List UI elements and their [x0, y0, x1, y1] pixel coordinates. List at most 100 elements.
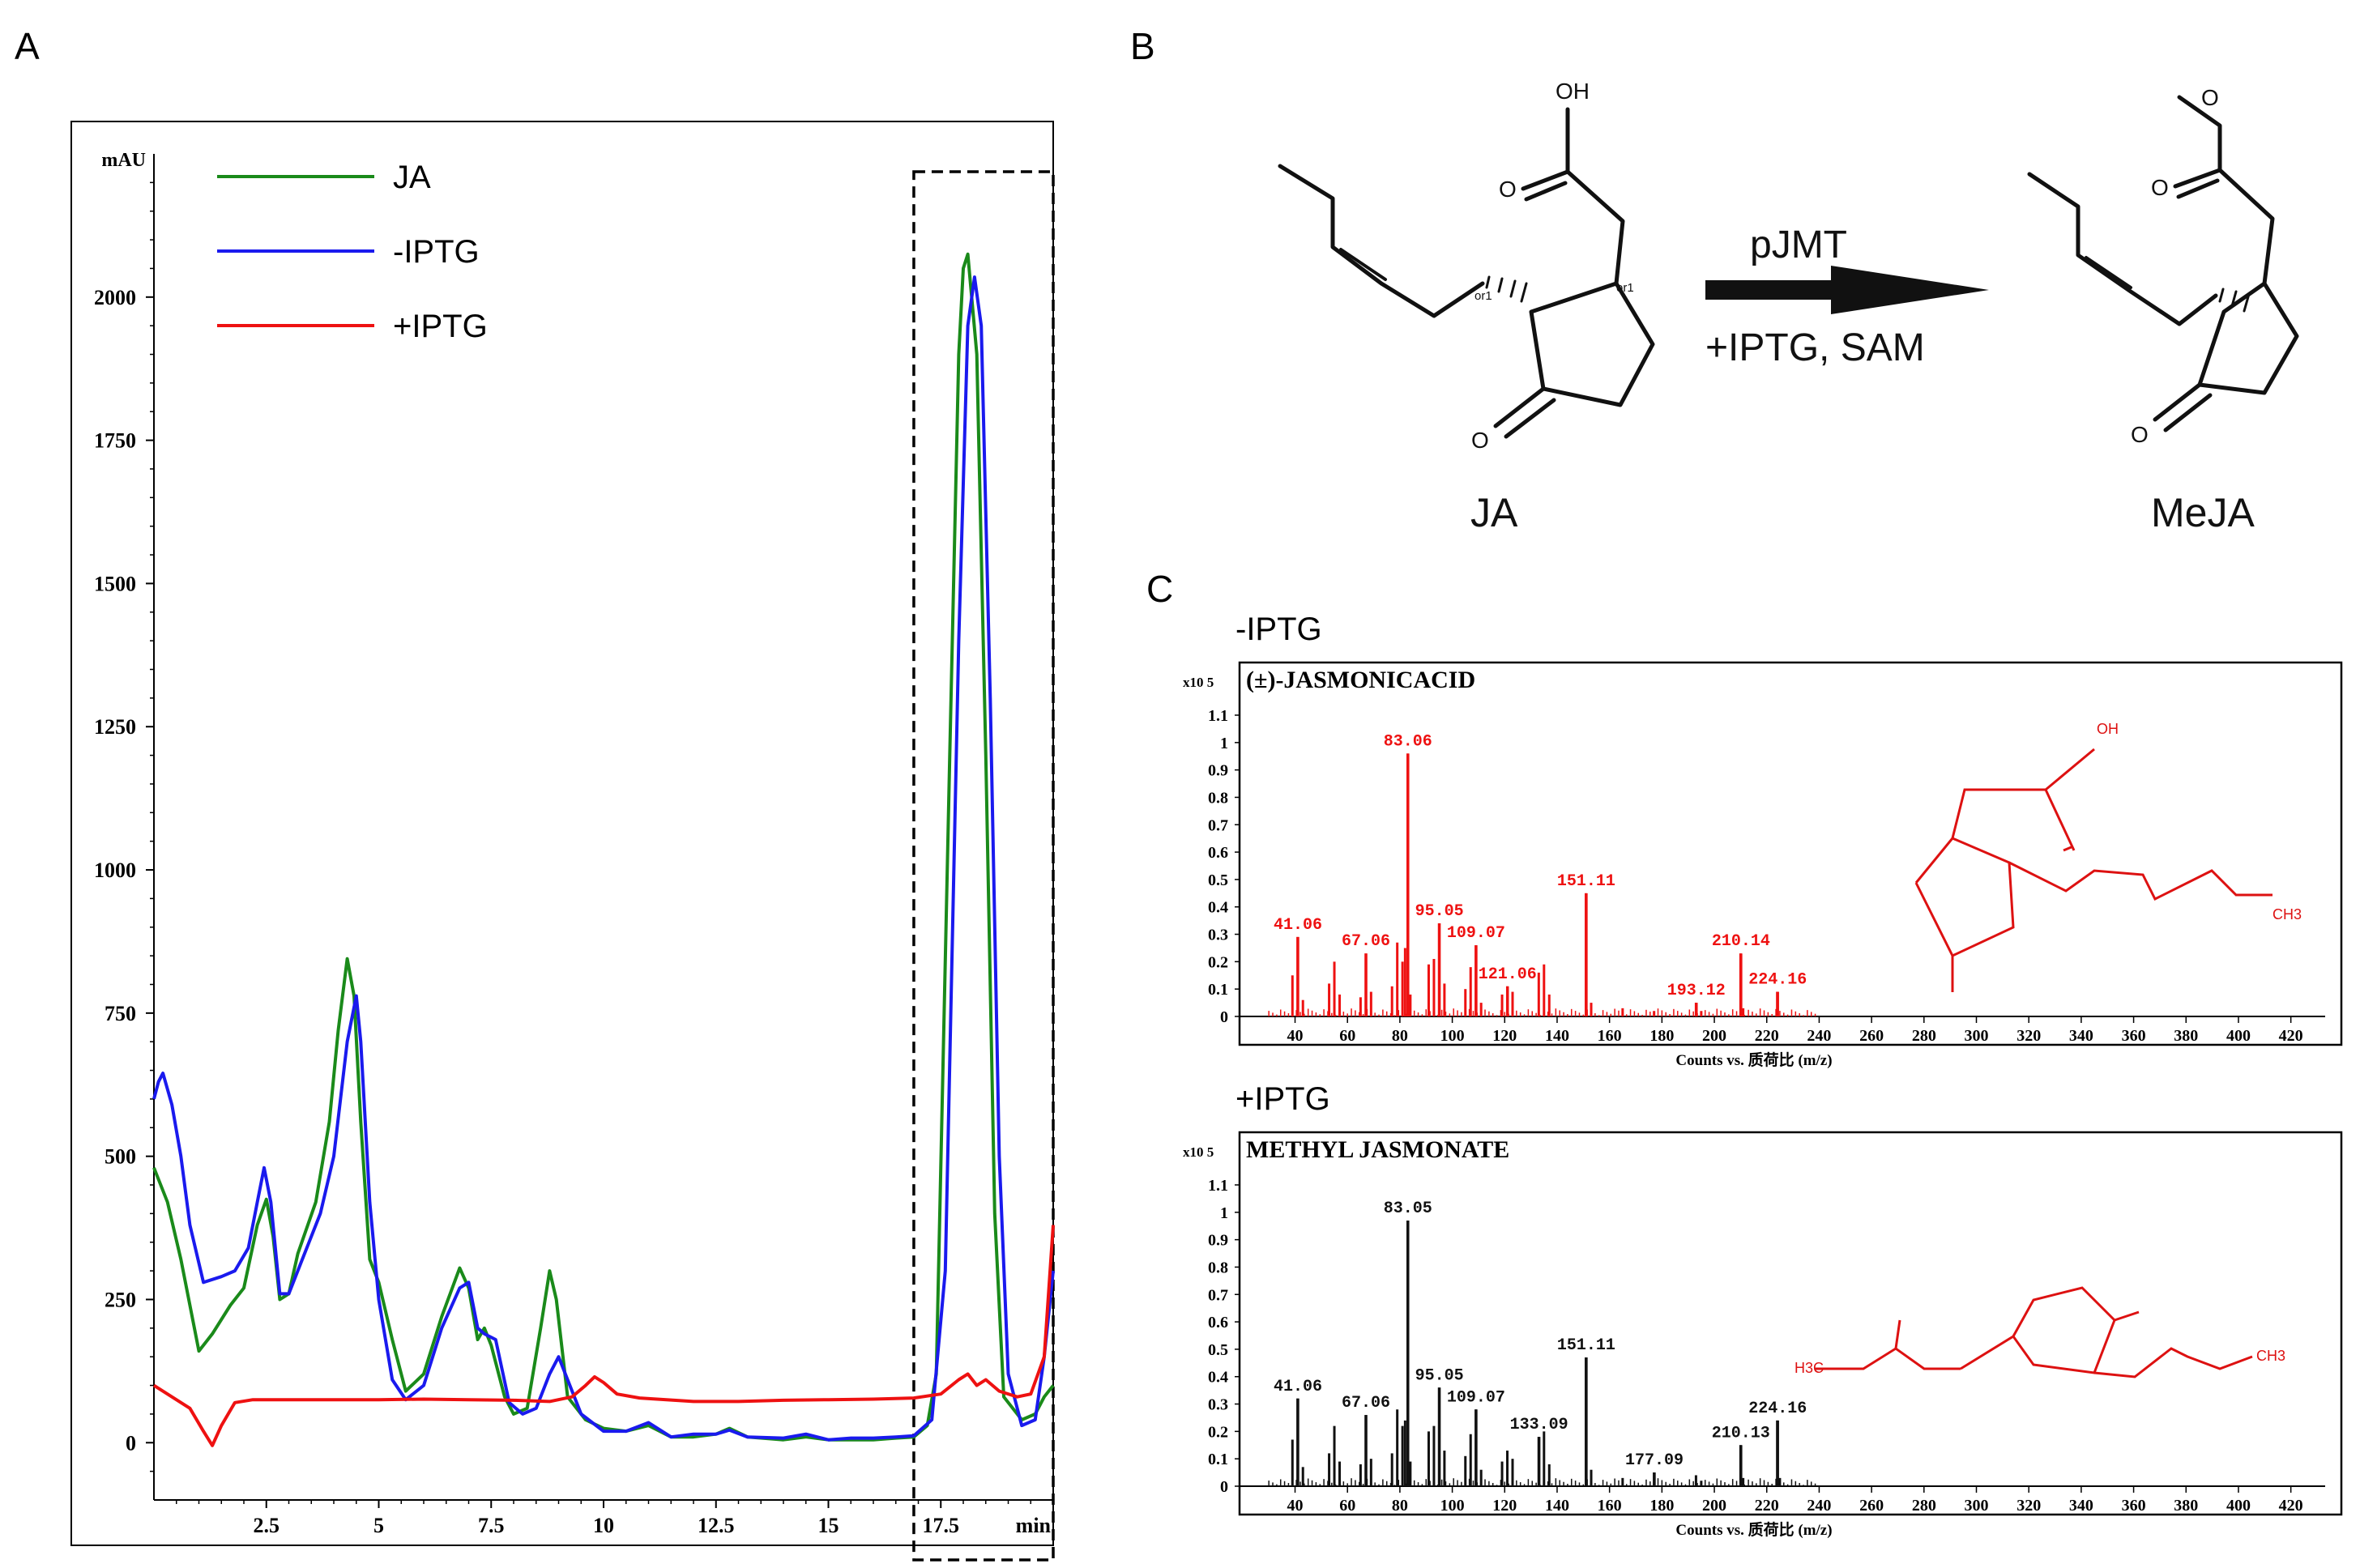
- ja-ms-oh-label: OH: [2097, 721, 2119, 737]
- panel-label-c: C: [1146, 568, 1174, 610]
- legend-label: JA: [393, 160, 431, 195]
- x-tick-label: 400: [2226, 1497, 2251, 1515]
- x-tick-label: 200: [1702, 1497, 1726, 1515]
- methyl-jasmonate-structure-icon: [1815, 1286, 2253, 1378]
- series-line-ja: [152, 252, 1055, 1442]
- peak-label: 133.09: [1510, 1416, 1568, 1434]
- y-tick-label: 0: [126, 1431, 136, 1455]
- y-axis-label: mAU: [101, 150, 146, 171]
- meja-carbonyl-o-label: O: [2151, 175, 2169, 200]
- x-axis-label: Counts vs. 质荷比 (m/z): [1675, 1520, 1832, 1539]
- x-axis-label: Counts vs. 质荷比 (m/z): [1675, 1050, 1832, 1069]
- y-tick-label: 250: [105, 1288, 136, 1311]
- y-tick-label: 0.1: [1208, 1451, 1228, 1468]
- x-tick-label: 40: [1287, 1027, 1304, 1045]
- x-tick-label: 420: [2279, 1497, 2303, 1515]
- mass-spectra: -IPTG (±)-JASMONICACID x10 5 0 0.1 0.2 0.3 0.4 0…: [1183, 611, 2343, 1539]
- x-tick-label: 160: [1598, 1027, 1622, 1045]
- x-tick-label: 300: [1965, 1497, 1989, 1515]
- spectrum-y-scale-label: x10 5: [1183, 1144, 1214, 1160]
- legend-label: -IPTG: [393, 234, 480, 270]
- y-tick-label: 1.1: [1208, 1177, 1228, 1195]
- ja-structure: [1278, 107, 1655, 439]
- x-tick-label: 180: [1649, 1027, 1674, 1045]
- x-tick-label: 400: [2226, 1027, 2251, 1045]
- y-tick-label: 0.7: [1208, 816, 1228, 834]
- peak-label: 41.06: [1274, 916, 1322, 935]
- x-tick-label: 7.5: [478, 1514, 505, 1537]
- x-tick-label: 140: [1545, 1497, 1569, 1515]
- y-tick-label: 0.2: [1208, 1423, 1228, 1441]
- meja-ms-h3c-label: H3C: [1795, 1360, 1824, 1376]
- x-tick-label: 80: [1392, 1497, 1408, 1515]
- x-tick-label: 380: [2174, 1497, 2198, 1515]
- peak-label: 67.06: [1342, 1394, 1390, 1412]
- spectrum-frame: [1238, 661, 2343, 1046]
- reaction-arrow-head: [1831, 266, 1989, 314]
- x-tick-label: 5: [373, 1514, 384, 1537]
- y-tick-label: 2000: [94, 286, 136, 309]
- spectrum-frame: [1238, 1131, 2343, 1516]
- mass-spectrum-methyl-jasmonate: +IPTG METHYL JASMONATE x10 5 0 0.1 0.2 0.3 0.4 0…: [1183, 1081, 2343, 1539]
- x-tick-label: 220: [1755, 1497, 1779, 1515]
- y-tick-label: 0: [1220, 1008, 1228, 1026]
- y-tick-label: 0.8: [1208, 1259, 1228, 1276]
- x-tick-label: 80: [1392, 1027, 1408, 1045]
- peak-label: 95.05: [1415, 902, 1464, 921]
- x-tick-label: 15: [818, 1514, 839, 1537]
- y-tick-label: 0.6: [1208, 844, 1228, 862]
- x-tick-label: 40: [1287, 1497, 1304, 1515]
- peak-label: 177.09: [1625, 1451, 1684, 1470]
- y-tick-label: 0.5: [1208, 871, 1228, 889]
- y-tick-label: 1.1: [1208, 707, 1228, 725]
- peak-label: 210.13: [1712, 1424, 1770, 1442]
- product-label: MeJA: [2151, 490, 2255, 535]
- highlight-box: [912, 170, 1055, 1562]
- x-tick-label: 200: [1702, 1027, 1726, 1045]
- x-tick-label: 260: [1859, 1497, 1884, 1515]
- x-tick-label: 180: [1649, 1497, 1674, 1515]
- chromatogram-chart: 0 250 500 750 1000 1250 1500 1750 2000 2.5 5 7.5 10 1…: [70, 121, 1055, 1562]
- x-tick-label: 140: [1545, 1027, 1569, 1045]
- series-line-iptg: [152, 1225, 1055, 1447]
- y-tick-label: 0.1: [1208, 981, 1228, 999]
- x-tick-label: 120: [1492, 1027, 1517, 1045]
- spectrum-title: (±)-JASMONICACID: [1246, 667, 1475, 693]
- x-tick-label: 320: [2016, 1027, 2041, 1045]
- y-tick-label: 0.4: [1208, 899, 1228, 917]
- y-tick-label: 1500: [94, 572, 136, 595]
- x-tick-label: 320: [2016, 1497, 2041, 1515]
- x-tick-label: 160: [1598, 1497, 1622, 1515]
- x-tick-label: 17.5: [923, 1514, 960, 1537]
- x-tick-label: 100: [1440, 1497, 1465, 1515]
- meja-ester-o-label: O: [2201, 85, 2219, 110]
- peak-label: 224.16: [1748, 971, 1807, 990]
- y-tick-label: 0.3: [1208, 927, 1228, 944]
- x-tick-label: 380: [2174, 1027, 2198, 1045]
- x-tick-label: 340: [2069, 1497, 2093, 1515]
- spectrum-title: METHYL JASMONATE: [1246, 1136, 1509, 1163]
- y-tick-label: 0: [1220, 1478, 1228, 1496]
- x-tick-label: 60: [1339, 1497, 1355, 1515]
- x-tick-label: 240: [1807, 1027, 1831, 1045]
- x-tick-label: 260: [1859, 1027, 1884, 1045]
- x-tick-label: 120: [1492, 1497, 1517, 1515]
- x-tick-label: 240: [1807, 1497, 1831, 1515]
- ja-carbonyl-o-label: O: [1499, 177, 1517, 202]
- ja-stereo-label-2: or1: [1616, 281, 1634, 295]
- peak-label: 41.06: [1274, 1378, 1322, 1396]
- y-tick-label: 0.9: [1208, 1232, 1228, 1250]
- x-axis-label: min: [1016, 1514, 1052, 1537]
- reaction-scheme: OH O O or1 or1 O O O JA MeJA pJMT +IPTG,…: [1278, 79, 2299, 535]
- peak-label: 83.06: [1384, 732, 1432, 751]
- series-condition-label: -IPTG: [1235, 611, 1322, 647]
- peak-label: 95.05: [1415, 1366, 1464, 1385]
- y-tick-label: 1000: [94, 859, 136, 882]
- peak-label: 109.07: [1447, 924, 1505, 943]
- peak-label: 83.05: [1384, 1199, 1432, 1218]
- jasmonic-acid-structure-icon: [1914, 748, 2273, 992]
- meja-ms-ch3-label: CH3: [2256, 1348, 2285, 1364]
- y-tick-label: 500: [105, 1145, 136, 1169]
- peak-label: 67.06: [1342, 932, 1390, 951]
- x-tick-label: 360: [2122, 1027, 2146, 1045]
